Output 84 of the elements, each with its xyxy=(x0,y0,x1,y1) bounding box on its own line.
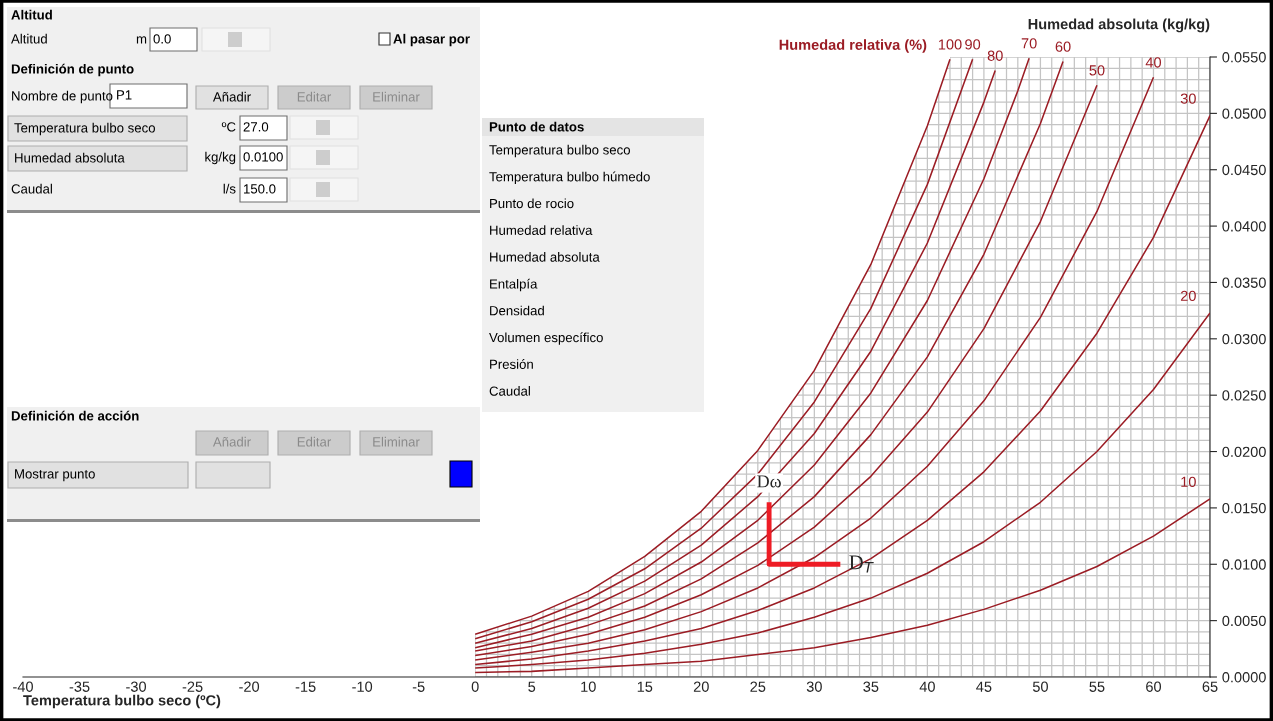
y-tick-label: 0.0250 xyxy=(1222,390,1266,401)
annotation: Definición de acción xyxy=(11,410,139,421)
annotation: Dω xyxy=(757,475,781,488)
annotation: Añadir xyxy=(212,91,251,102)
y-tick-label: 0.0450 xyxy=(1222,164,1266,176)
series-label: 70 xyxy=(1021,38,1037,49)
annotation: P1 xyxy=(117,90,132,100)
x-tick-label: 15 xyxy=(637,681,653,692)
x-tick-label: -35 xyxy=(69,681,90,692)
y-tick-label: 0.0050 xyxy=(1222,615,1266,627)
annotation: Caudal xyxy=(489,386,530,396)
x-tick-label: 55 xyxy=(1089,681,1105,692)
annotation: Temperatura bulbo seco xyxy=(489,144,630,158)
annotation: ºC xyxy=(221,122,236,132)
series-label: 60 xyxy=(1055,41,1071,52)
x-tick-label: 50 xyxy=(1032,681,1048,692)
x-tick-label: -40 xyxy=(13,681,33,692)
y-tick-label: 0.0400 xyxy=(1222,221,1266,232)
annotation: 27.0 xyxy=(243,122,269,132)
annotation: Humedad absoluta xyxy=(490,252,600,262)
x-tick-label: -25 xyxy=(182,681,203,692)
text: 0.0 xyxy=(153,34,171,44)
annotation: Entalpía xyxy=(490,278,538,292)
annotation: Eliminar xyxy=(373,436,420,447)
text: Humedad relativa (%) xyxy=(779,39,927,53)
x-tick-label: 45 xyxy=(976,681,992,692)
text: Al pasar por xyxy=(393,33,470,47)
x-tick-label: 60 xyxy=(1146,681,1162,692)
annotation: Humedad absoluta xyxy=(15,152,125,163)
x-tick-label: -5 xyxy=(412,681,425,692)
annotation: Temperatura bulbo seco xyxy=(14,122,155,136)
series-label: 50 xyxy=(1089,65,1105,76)
y-tick-label: 0.0150 xyxy=(1222,503,1266,514)
annotation: Volumen específico xyxy=(489,332,603,345)
x-tick-label: 20 xyxy=(693,681,709,692)
x-tick-label: 0 xyxy=(471,681,479,692)
annotation: Eliminar xyxy=(373,91,420,102)
annotation: kg/kg xyxy=(205,151,236,165)
series-label: 100 xyxy=(938,39,962,50)
y-tick-label: 0.0350 xyxy=(1222,277,1266,288)
x-tick-label: 40 xyxy=(919,681,935,692)
series-label: 30 xyxy=(1180,93,1196,104)
annotation: Temperatura bulbo húmedo xyxy=(489,171,650,185)
annotation: Humedad relativa xyxy=(490,225,593,235)
annotation: Caudal xyxy=(11,183,52,194)
x-tick-label: 65 xyxy=(1202,681,1218,692)
text: Altitud xyxy=(11,33,47,44)
x-tick-label: 30 xyxy=(806,681,822,692)
annotation: Nombre de punto xyxy=(12,90,113,104)
series-label: 20 xyxy=(1180,290,1196,301)
x-tick-label: 35 xyxy=(863,681,879,692)
x-tick-label: 5 xyxy=(528,681,536,692)
annotation: Punto de datos xyxy=(489,121,584,132)
series-label: 10 xyxy=(1181,476,1196,487)
text: m xyxy=(136,36,147,44)
annotation: Definición de punto xyxy=(11,63,134,77)
x-tick-label: -20 xyxy=(239,681,260,692)
y-tick-label: 0.0550 xyxy=(1222,52,1266,63)
y-tick-label: 0.0100 xyxy=(1222,559,1266,570)
annotation: Densidad xyxy=(490,305,544,316)
y-tick-label: 0.0500 xyxy=(1222,108,1266,119)
series-label: 80 xyxy=(987,50,1003,61)
annotation: Mostrar punto xyxy=(15,469,95,482)
annotation: 150.0 xyxy=(244,184,276,194)
x-tick-label: -10 xyxy=(352,681,373,692)
y-tick-label: 0.0300 xyxy=(1222,333,1266,345)
x-tick-label: 25 xyxy=(750,681,766,692)
annotation: Editar xyxy=(297,436,332,447)
annotation: l/s xyxy=(223,183,236,194)
annotation: 0.0100 xyxy=(243,152,283,162)
annotation: Editar xyxy=(297,91,332,102)
series-label: 40 xyxy=(1145,57,1162,68)
x-tick-label: -15 xyxy=(295,681,316,692)
text: Altitud xyxy=(11,9,52,20)
x-axis-title: Temperatura bulbo seco (ºC) xyxy=(23,694,221,709)
y-axis-title: Humedad absoluta (kg/kg) xyxy=(1028,18,1210,33)
series-label: 90 xyxy=(965,39,981,50)
annotation: Añadir xyxy=(212,436,251,447)
y-tick-label: 0.0000 xyxy=(1222,672,1266,683)
annotation: Punto de rocio xyxy=(490,198,574,209)
x-tick-label: 10 xyxy=(581,681,596,692)
y-tick-label: 0.0200 xyxy=(1222,446,1266,457)
annotation: Presión xyxy=(490,359,533,369)
x-tick-label: -30 xyxy=(126,681,147,692)
